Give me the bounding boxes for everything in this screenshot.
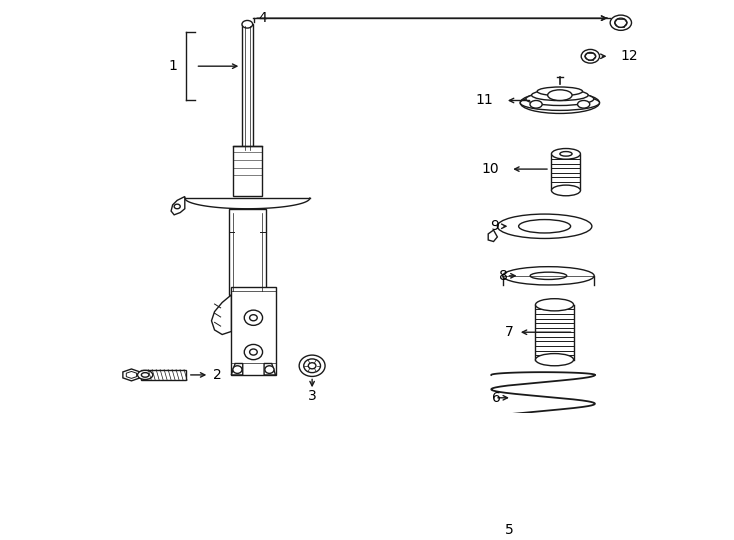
Ellipse shape <box>519 220 570 233</box>
Ellipse shape <box>520 92 600 113</box>
Polygon shape <box>233 146 262 196</box>
Text: 12: 12 <box>621 49 639 63</box>
Ellipse shape <box>250 315 257 321</box>
Ellipse shape <box>142 373 149 377</box>
Ellipse shape <box>610 15 631 30</box>
Polygon shape <box>171 197 185 215</box>
Polygon shape <box>142 369 186 380</box>
Ellipse shape <box>137 370 153 380</box>
Ellipse shape <box>615 18 627 28</box>
Polygon shape <box>211 295 231 334</box>
Ellipse shape <box>174 204 181 209</box>
Text: 8: 8 <box>499 269 508 283</box>
Text: 2: 2 <box>213 368 222 382</box>
Ellipse shape <box>308 363 316 369</box>
Text: 6: 6 <box>492 391 501 405</box>
Ellipse shape <box>530 272 567 280</box>
Ellipse shape <box>578 100 589 108</box>
Polygon shape <box>229 209 266 295</box>
Ellipse shape <box>537 87 583 96</box>
Polygon shape <box>231 287 275 375</box>
Ellipse shape <box>536 354 573 366</box>
Text: 3: 3 <box>308 389 316 403</box>
Ellipse shape <box>581 50 600 63</box>
Polygon shape <box>123 369 140 381</box>
Ellipse shape <box>530 100 542 108</box>
Ellipse shape <box>265 366 274 373</box>
Ellipse shape <box>244 345 263 360</box>
Ellipse shape <box>244 310 263 326</box>
Ellipse shape <box>551 185 581 196</box>
Polygon shape <box>584 525 601 535</box>
Ellipse shape <box>233 366 242 373</box>
Polygon shape <box>126 372 137 379</box>
Ellipse shape <box>520 95 600 110</box>
Ellipse shape <box>526 92 594 105</box>
Polygon shape <box>551 154 581 191</box>
Text: 5: 5 <box>506 523 514 537</box>
Polygon shape <box>264 363 275 375</box>
Ellipse shape <box>498 214 592 239</box>
Ellipse shape <box>560 152 572 156</box>
Ellipse shape <box>536 299 573 311</box>
Polygon shape <box>231 363 243 375</box>
Text: 4: 4 <box>259 11 267 25</box>
Ellipse shape <box>299 355 325 376</box>
Ellipse shape <box>585 52 596 60</box>
Ellipse shape <box>304 359 321 373</box>
Ellipse shape <box>531 90 588 100</box>
Text: 9: 9 <box>490 219 499 233</box>
Polygon shape <box>488 230 498 241</box>
Text: 7: 7 <box>506 325 514 339</box>
Ellipse shape <box>548 90 572 100</box>
Ellipse shape <box>250 349 257 355</box>
Ellipse shape <box>503 267 594 285</box>
Text: 1: 1 <box>168 59 177 73</box>
Polygon shape <box>242 24 252 150</box>
Text: 10: 10 <box>482 162 499 176</box>
Text: 11: 11 <box>476 93 493 107</box>
Ellipse shape <box>551 148 581 159</box>
Ellipse shape <box>242 21 252 28</box>
